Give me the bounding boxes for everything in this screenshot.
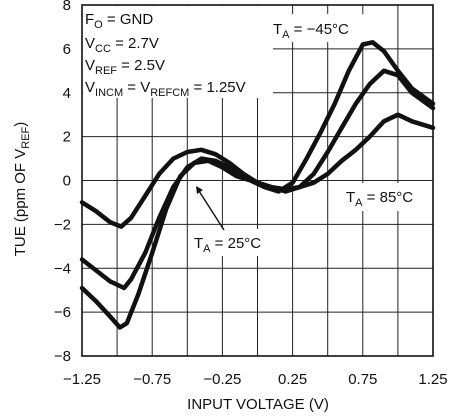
y-tick-label: −8 [54,348,71,365]
x-tick-label: −1.25 [63,371,101,388]
series-line-2 [79,112,436,229]
x-tick-label: −0.25 [203,371,241,388]
y-tick-label: −4 [54,260,71,277]
label-background [190,229,272,256]
pointer-arrow-line [198,190,225,231]
series-curves [79,40,436,330]
y-tick-label: −2 [54,216,71,233]
x-tick-label: 0.25 [278,371,307,388]
y-tick-label: 4 [63,85,71,102]
y-tick-label: 6 [63,41,71,58]
series-label-85c: TA = 85°C [346,189,413,209]
label-backgrounds [83,6,432,256]
plot-frame [81,4,434,357]
series-label-25c: TA = 25°C [194,235,261,255]
condition-fo: FO = GND [85,11,153,31]
x-tick-label: 1.25 [418,371,447,388]
y-tick-label: 8 [63,0,71,14]
x-axis-label: INPUT VOLTAGE (V) [187,396,329,413]
x-tick-labels: −1.25 −0.75 −0.25 0.25 0.75 1.25 [63,371,448,388]
label-background [268,14,364,42]
y-axis-label: TUE (ppm OF VREF) [12,122,32,257]
condition-vref: VREF = 2.5V [85,57,165,77]
y-tick-labels: −8 −6 −4 −2 0 2 4 6 8 [54,0,71,365]
pointer-arrow-head [196,186,203,194]
condition-vincm: VINCM = VREFCM = 1.25V [85,79,246,99]
x-tick-label: 0.75 [348,371,377,388]
label-background [342,183,432,211]
series-label-minus45c: TA = −45°C [273,21,349,41]
label-background [83,6,273,98]
condition-vcc: VCC = 2.7V [85,35,159,55]
x-tick-label: −0.75 [133,371,171,388]
y-tick-label: 2 [63,129,71,146]
y-tick-label: −6 [54,304,71,321]
y-tick-label: 0 [63,173,71,190]
